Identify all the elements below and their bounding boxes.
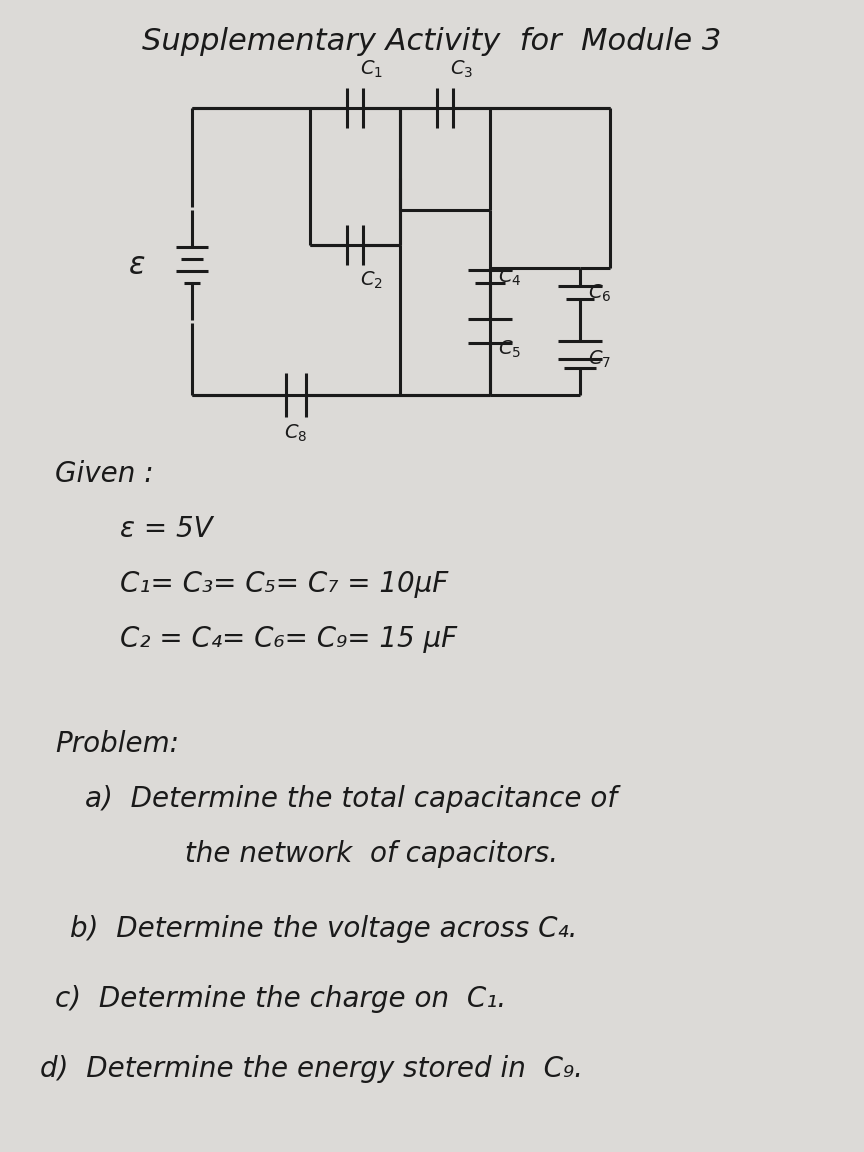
Text: Problem:: Problem: (55, 730, 179, 758)
Text: $C_4$: $C_4$ (498, 266, 522, 288)
Text: $C_3$: $C_3$ (450, 59, 473, 79)
Text: $C_1$: $C_1$ (360, 59, 383, 79)
Text: $C_5$: $C_5$ (498, 339, 521, 361)
Text: ε = 5V: ε = 5V (120, 515, 213, 543)
Text: $\varepsilon$: $\varepsilon$ (128, 250, 146, 280)
Text: C₂ = C₄= C₆= C₉= 15 μF: C₂ = C₄= C₆= C₉= 15 μF (120, 626, 457, 653)
Text: the network  of capacitors.: the network of capacitors. (105, 840, 558, 867)
Text: $C_7$: $C_7$ (588, 348, 611, 370)
Text: $C_6$: $C_6$ (588, 282, 612, 304)
Text: $C_2$: $C_2$ (360, 270, 383, 291)
Text: d)  Determine the energy stored in  C₉.: d) Determine the energy stored in C₉. (40, 1055, 583, 1083)
Text: Supplementary Activity  for  Module 3: Supplementary Activity for Module 3 (143, 28, 721, 56)
Text: c)  Determine the charge on  C₁.: c) Determine the charge on C₁. (55, 985, 506, 1013)
Text: b)  Determine the voltage across C₄.: b) Determine the voltage across C₄. (70, 915, 577, 943)
Text: Given :: Given : (55, 460, 154, 488)
Text: a)  Determine the total capacitance of: a) Determine the total capacitance of (85, 785, 617, 813)
Text: $C_8$: $C_8$ (284, 423, 308, 445)
Text: C₁= C₃= C₅= C₇ = 10μF: C₁= C₃= C₅= C₇ = 10μF (120, 570, 448, 598)
